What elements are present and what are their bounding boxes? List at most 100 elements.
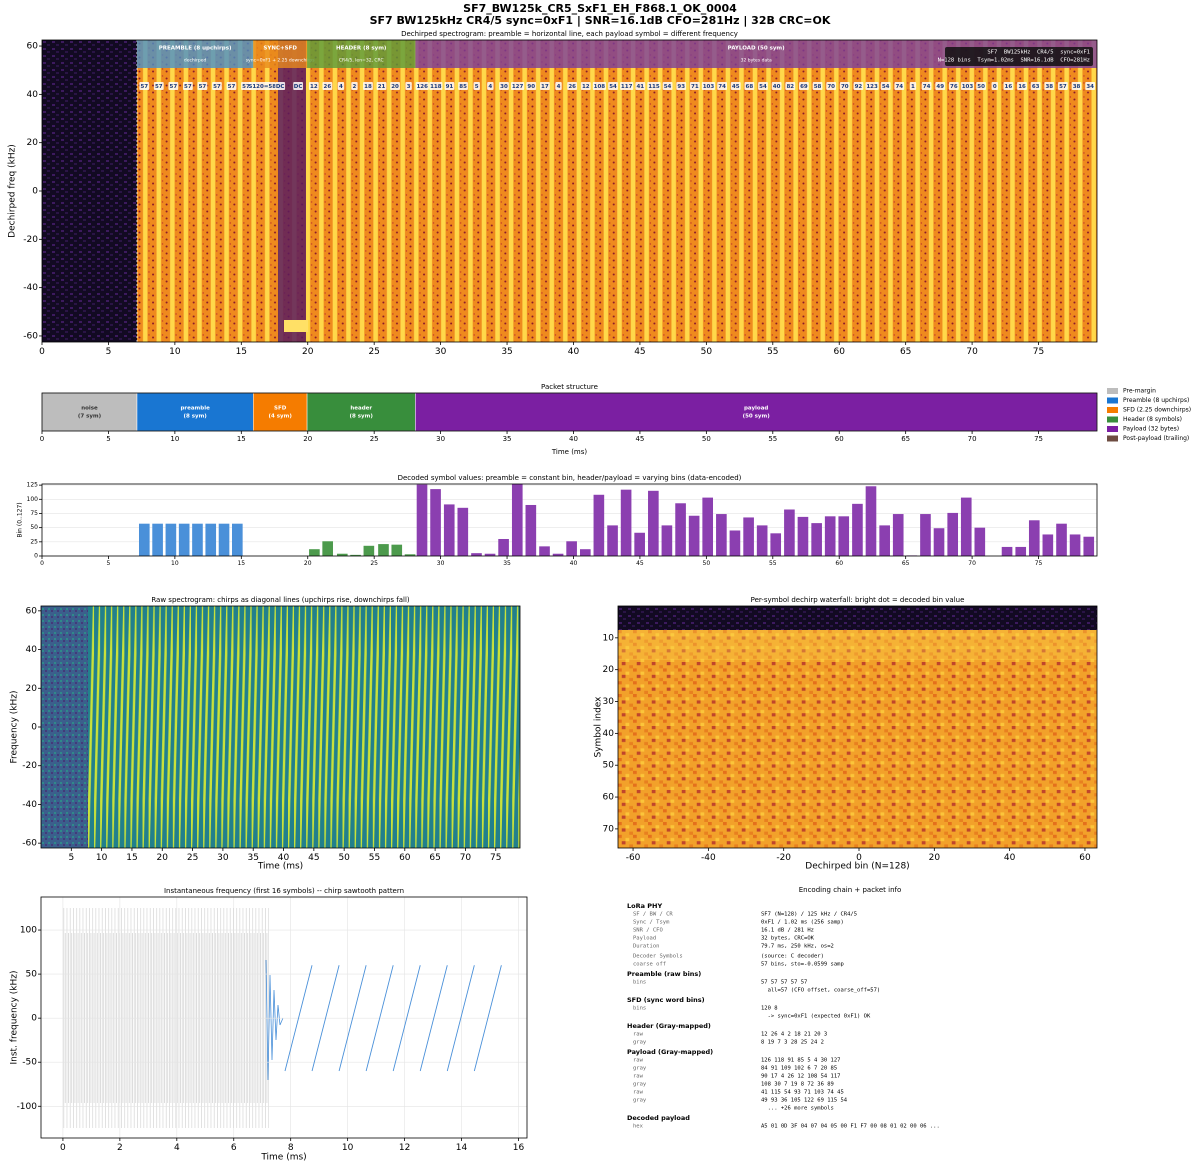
section-heading: SFD (sync word bins) bbox=[627, 996, 705, 1004]
legend-swatch bbox=[1107, 416, 1118, 423]
row-key: SF / BW / CR bbox=[633, 912, 673, 918]
x-tick-label: 65 bbox=[900, 347, 911, 357]
symbol-label-box bbox=[853, 82, 864, 90]
symbol-label-box bbox=[351, 82, 358, 90]
x-tick-label: 25 bbox=[368, 347, 379, 357]
region-band bbox=[137, 40, 254, 68]
x-tick-label: 55 bbox=[768, 435, 777, 443]
bar bbox=[920, 514, 931, 556]
symbol-label: 103 bbox=[962, 84, 974, 90]
bar bbox=[1028, 520, 1040, 556]
symbol-label-box bbox=[976, 82, 987, 90]
x-tick-label: 60 bbox=[834, 347, 846, 357]
y-tick-label: 125 bbox=[27, 482, 39, 489]
x-tick-label: 40 bbox=[278, 853, 290, 863]
bar bbox=[607, 525, 618, 556]
symbol-label: 57 bbox=[228, 84, 236, 90]
figure-title: SF7_BW125k_CR5_SxF1_EH_F868.1_OK_0004 bbox=[463, 2, 737, 15]
bar bbox=[165, 523, 177, 556]
x-tick-label: 50 bbox=[338, 853, 350, 863]
symbol-label-box bbox=[991, 82, 998, 90]
symbol-label-box bbox=[948, 82, 959, 90]
symbol-label-box bbox=[1030, 82, 1041, 90]
y-tick-label: 60 bbox=[26, 606, 38, 616]
region-label: PREAMBLE (8 upchirps) bbox=[159, 46, 232, 52]
spectrogram-noise bbox=[42, 40, 137, 342]
symbol-label-box bbox=[1003, 82, 1014, 90]
y-axis-label: Inst. frequency (kHz) bbox=[10, 970, 20, 1064]
row-value: ... +26 more symbols bbox=[761, 1106, 834, 1112]
y-tick-label: 50 bbox=[26, 970, 38, 980]
symbol-label-box bbox=[771, 82, 782, 90]
bar bbox=[378, 544, 389, 556]
bar bbox=[756, 525, 768, 556]
row-key: gray bbox=[633, 1098, 647, 1104]
symbol-label: 26 bbox=[324, 84, 332, 90]
symbol-label-box bbox=[473, 82, 480, 90]
symbol-label-box bbox=[555, 82, 562, 90]
symbol-label-box bbox=[308, 82, 319, 90]
row-key: Sync / Tsym bbox=[633, 920, 670, 926]
region-label: HEADER (8 sym) bbox=[336, 46, 387, 52]
symbol-label-box bbox=[812, 82, 823, 90]
x-tick-label: 25 bbox=[187, 853, 198, 863]
symbol-label-box bbox=[592, 82, 607, 90]
y-tick-label: 50 bbox=[30, 524, 38, 531]
bar bbox=[363, 545, 375, 556]
row-key: gray bbox=[633, 1040, 647, 1046]
waterfall-preamble bbox=[618, 630, 1097, 660]
symbol-label: 12 bbox=[582, 84, 590, 90]
x-tick-label: 50 bbox=[701, 347, 713, 357]
symbol-label-box bbox=[894, 82, 905, 90]
x-tick-label: 25 bbox=[370, 435, 379, 443]
section-heading: Header (Gray-mapped) bbox=[627, 1022, 711, 1030]
y-tick-label: -60 bbox=[22, 839, 37, 849]
y-tick-label: 30 bbox=[603, 697, 615, 707]
bar bbox=[743, 517, 754, 556]
y-tick-label: 20 bbox=[26, 684, 38, 694]
segment-name: payload bbox=[744, 406, 768, 412]
symbol-label-box bbox=[921, 82, 932, 90]
y-tick-label: 100 bbox=[20, 926, 37, 936]
bar bbox=[471, 553, 482, 556]
x-tick-label: 35 bbox=[503, 560, 511, 567]
segment bbox=[136, 392, 254, 432]
symbol-label: 91 bbox=[446, 84, 454, 90]
x-tick-label: 55 bbox=[369, 853, 380, 863]
bar bbox=[152, 523, 163, 556]
symbol-label: 57 bbox=[213, 84, 221, 90]
bar bbox=[205, 523, 217, 556]
x-tick-label: 10 bbox=[169, 347, 181, 357]
bar bbox=[138, 523, 150, 556]
x-tick-label: 10 bbox=[171, 560, 179, 567]
row-key: raw bbox=[633, 1058, 644, 1064]
y-tick-label: 20 bbox=[603, 665, 615, 675]
bar bbox=[675, 503, 686, 556]
symbol-label: 45 bbox=[732, 84, 740, 90]
symbol-label-box bbox=[1044, 82, 1055, 90]
symbol-label-box bbox=[390, 82, 400, 90]
region-note: sync=0xF1 + 2.25 downchirps bbox=[246, 58, 316, 64]
y-tick-label: 0 bbox=[34, 553, 38, 560]
bar bbox=[729, 530, 741, 556]
plot-frame bbox=[40, 896, 528, 1139]
bar bbox=[511, 484, 523, 556]
x-tick-label: 70 bbox=[966, 347, 978, 357]
bar bbox=[178, 523, 190, 556]
segment-detail: (8 sym) bbox=[183, 414, 207, 420]
bar bbox=[648, 490, 659, 556]
symbol-label: 38 bbox=[1073, 84, 1081, 90]
symbol-label: 57 bbox=[242, 84, 250, 90]
row-value: -> sync=0xF1 (expected 0xF1) OK bbox=[761, 1014, 871, 1020]
x-tick-label: 35 bbox=[503, 435, 512, 443]
row-value: 32 bytes, CRC=OK bbox=[761, 936, 815, 942]
bar bbox=[879, 525, 890, 556]
x-tick-label: 70 bbox=[460, 853, 472, 863]
symbol-label-box bbox=[744, 82, 755, 90]
x-tick-label: 5 bbox=[68, 853, 74, 863]
segment bbox=[41, 392, 138, 432]
symbol-label-box bbox=[337, 82, 345, 90]
symbol-label: 4 bbox=[339, 84, 343, 90]
legend-label: Post-payload (trailing) bbox=[1123, 435, 1189, 442]
symbol-label: 127 bbox=[512, 84, 524, 90]
